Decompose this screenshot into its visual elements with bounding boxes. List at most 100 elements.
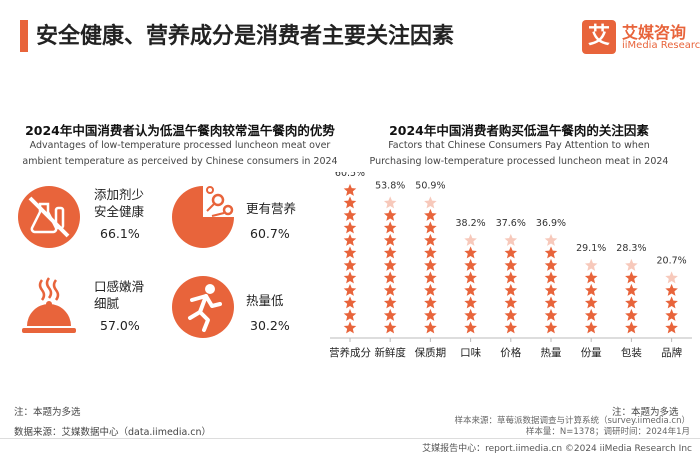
star-mark bbox=[665, 296, 678, 309]
advantage-value: 30.2% bbox=[250, 318, 290, 333]
data-label: 20.7% bbox=[657, 256, 687, 267]
star-mark bbox=[544, 246, 558, 259]
x-tick-label: 价格 bbox=[500, 346, 521, 359]
star-mark-partial bbox=[424, 196, 437, 209]
x-tick-label: 营养成分 bbox=[330, 346, 371, 359]
star-mark bbox=[464, 296, 477, 309]
advantage-label: 口感嫩滑 细腻 bbox=[94, 278, 144, 312]
star-mark bbox=[343, 283, 357, 296]
runner-icon bbox=[172, 276, 234, 338]
footer-divider bbox=[0, 438, 700, 439]
star-mark bbox=[343, 308, 357, 321]
star-mark bbox=[665, 308, 678, 321]
data-label: 29.1% bbox=[576, 243, 606, 254]
star-column: 60.5% bbox=[335, 172, 365, 334]
star-mark bbox=[584, 321, 598, 334]
star-mark bbox=[343, 296, 357, 309]
advantage-value: 60.7% bbox=[250, 226, 290, 241]
star-mark bbox=[504, 271, 518, 284]
star-column: 37.6% bbox=[496, 218, 526, 334]
star-mark bbox=[343, 208, 357, 221]
star-column: 29.1% bbox=[576, 243, 606, 334]
star-mark-partial bbox=[383, 196, 397, 209]
star-mark bbox=[383, 296, 397, 309]
note-right: 注：本题为多选 bbox=[612, 407, 679, 418]
star-mark bbox=[464, 321, 477, 334]
x-tick-label: 份量 bbox=[581, 347, 602, 359]
star-mark bbox=[343, 271, 357, 284]
note-left: 注：本题为多选 bbox=[14, 407, 81, 418]
star-mark bbox=[383, 246, 397, 259]
x-tick-label: 保质期 bbox=[415, 346, 447, 359]
star-mark bbox=[584, 283, 598, 296]
footer-credit: 艾媒报告中心：report.iimedia.cn ©2024 iiMedia R… bbox=[422, 444, 692, 454]
star-mark bbox=[343, 233, 357, 246]
star-mark bbox=[504, 308, 518, 321]
star-mark bbox=[424, 296, 437, 309]
star-mark bbox=[584, 308, 598, 321]
star-column: 38.2% bbox=[456, 218, 486, 334]
star-mark bbox=[343, 196, 357, 209]
data-label: 38.2% bbox=[456, 218, 486, 229]
star-mark bbox=[464, 246, 477, 259]
star-mark bbox=[424, 246, 437, 259]
cloche-icon bbox=[18, 276, 80, 338]
star-mark bbox=[424, 221, 437, 234]
star-column: 53.8% bbox=[375, 181, 405, 334]
star-mark bbox=[383, 221, 397, 234]
star-mark bbox=[625, 308, 638, 321]
star-mark bbox=[584, 271, 598, 284]
star-mark bbox=[383, 308, 397, 321]
star-mark bbox=[383, 271, 397, 284]
star-column: 20.7% bbox=[657, 256, 687, 334]
advantage-label-line2: 安全健康 bbox=[94, 204, 145, 219]
star-mark bbox=[424, 271, 437, 284]
data-label: 28.3% bbox=[616, 243, 646, 254]
factors-star-chart: 60.5% 53.8% 50.9% 38.2% 37.6% 36.9% 29.1% 28.3%… bbox=[330, 172, 692, 359]
star-mark bbox=[383, 233, 397, 246]
star-mark-partial bbox=[584, 258, 598, 271]
star-mark bbox=[383, 321, 397, 334]
star-mark bbox=[343, 321, 357, 334]
data-label: 53.8% bbox=[375, 181, 405, 192]
logo-mark: 艾 bbox=[582, 20, 616, 54]
star-mark bbox=[504, 321, 518, 334]
star-mark bbox=[464, 283, 477, 296]
star-mark bbox=[625, 321, 638, 334]
star-mark-partial bbox=[504, 233, 518, 246]
logo-name-cn: 艾媒咨询 bbox=[622, 23, 687, 42]
advantage-value: 57.0% bbox=[100, 318, 140, 333]
star-mark bbox=[343, 221, 357, 234]
x-tick-label: 新鲜度 bbox=[374, 346, 406, 359]
advantage-label-line1: 添加剂少 bbox=[94, 187, 145, 202]
star-mark bbox=[464, 308, 477, 321]
star-mark-partial bbox=[665, 271, 678, 284]
star-mark bbox=[383, 283, 397, 296]
star-mark-partial bbox=[464, 233, 477, 246]
factors-title: 2024年中国消费者购买低温午餐肉的关注因素 bbox=[389, 123, 649, 138]
advantage-label-line2: 细腻 bbox=[94, 296, 120, 311]
advantage-label: 热量低 bbox=[246, 292, 284, 309]
page-title: 安全健康、营养成分是消费者主要关注因素 bbox=[36, 24, 455, 49]
star-column: 28.3% bbox=[616, 243, 646, 334]
star-mark bbox=[383, 208, 397, 221]
star-mark bbox=[464, 271, 477, 284]
star-mark bbox=[665, 321, 678, 334]
data-source: 数据来源：艾媒数据中心（data.iimedia.cn） bbox=[14, 427, 212, 438]
star-mark bbox=[625, 283, 638, 296]
star-mark bbox=[625, 271, 638, 284]
data-label: 50.9% bbox=[415, 181, 445, 192]
star-mark bbox=[424, 321, 437, 334]
star-mark bbox=[504, 283, 518, 296]
sample-source: 样本来源：草莓派数据调查与计算系统（survey.iimedia.cn） bbox=[454, 416, 690, 426]
advantage-label: 添加剂少 安全健康 bbox=[94, 186, 144, 220]
star-mark bbox=[424, 258, 437, 271]
star-mark-partial bbox=[625, 258, 638, 271]
star-mark bbox=[665, 283, 678, 296]
star-mark bbox=[544, 258, 558, 271]
star-mark bbox=[504, 246, 518, 259]
advantages-title: 2024年中国消费者认为低温午餐肉较常温午餐肉的优势 bbox=[25, 123, 335, 138]
x-tick-label: 品牌 bbox=[661, 346, 683, 359]
title-accent-bar bbox=[20, 20, 28, 52]
data-label: 36.9% bbox=[536, 218, 566, 229]
